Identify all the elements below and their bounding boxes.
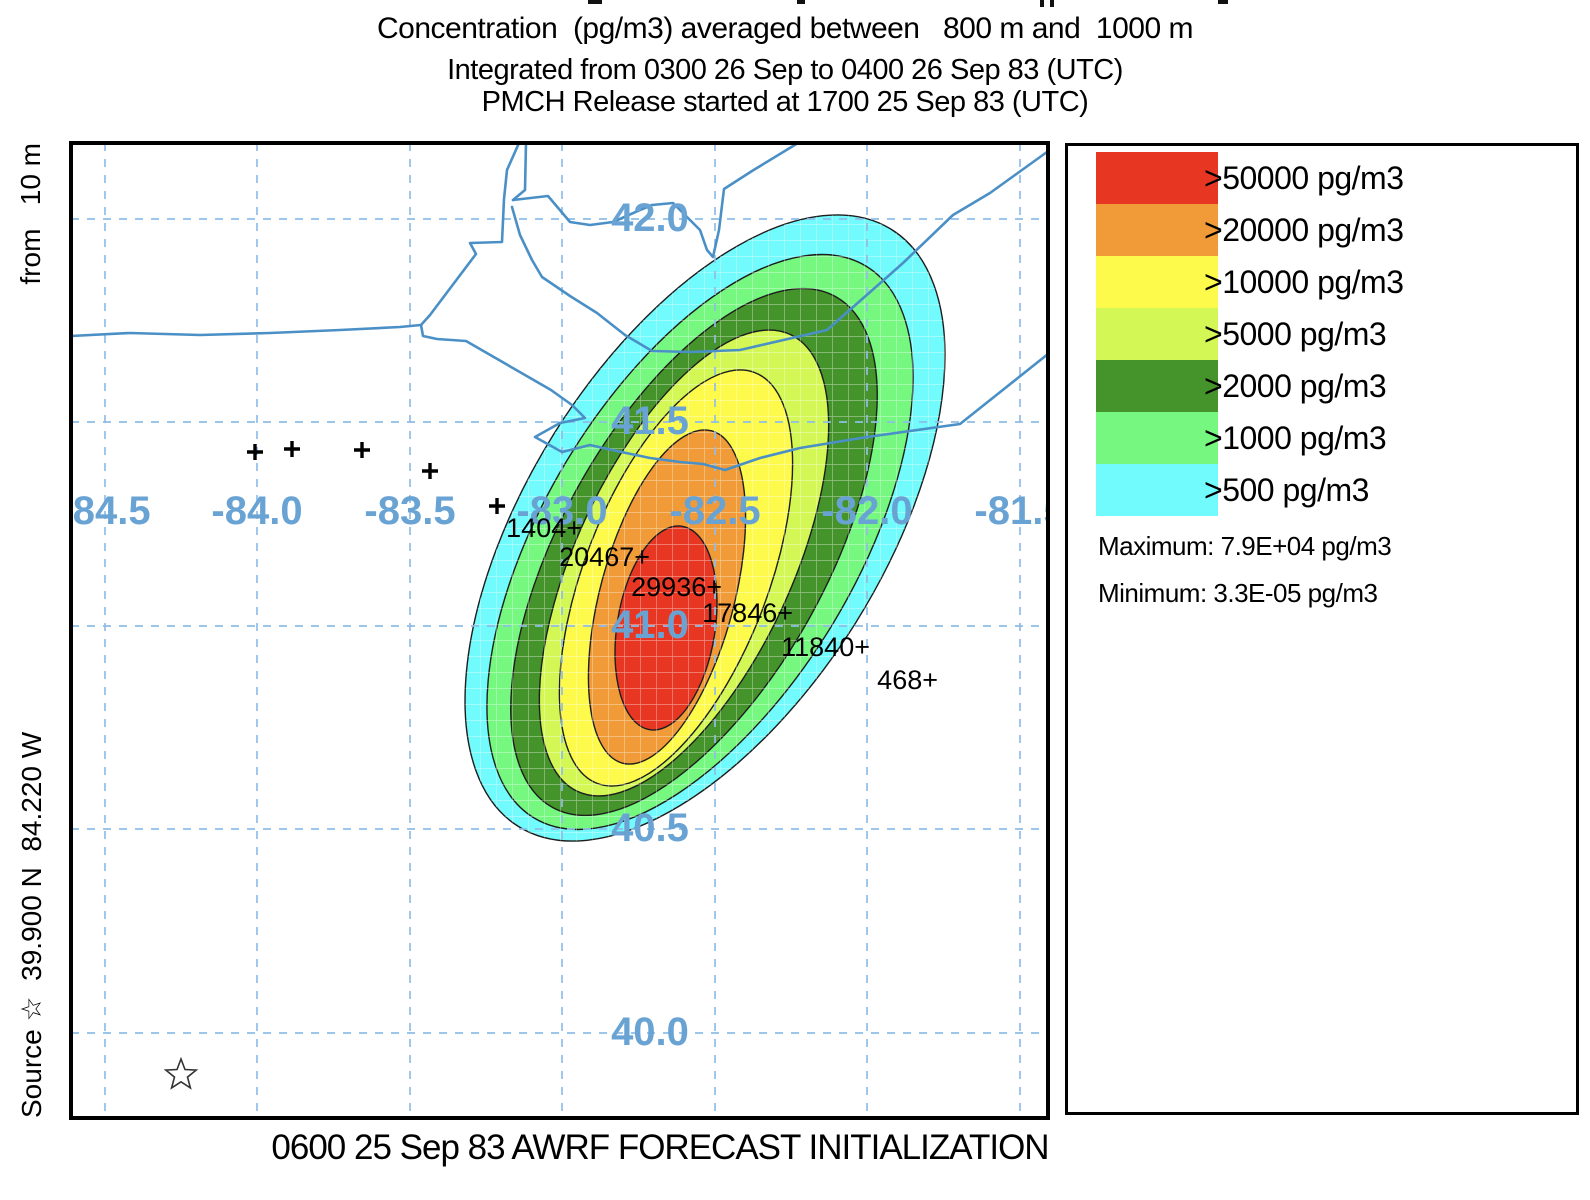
legend-swatch-20000 <box>1096 204 1218 256</box>
legend-label-2000: >2000 pg/m3 <box>1204 367 1387 404</box>
legend-row: >2000 pg/m3 <box>1096 360 1556 412</box>
cropped-top-text-fragment <box>797 0 805 4</box>
state-border-line <box>71 323 423 338</box>
legend-swatch-2000 <box>1096 360 1218 412</box>
legend-swatch-1000 <box>1096 412 1218 464</box>
sampler-value: 20467+ <box>559 542 650 572</box>
maximum-value-text: Maximum: 7.9E+04 pg/m3 <box>1098 531 1392 561</box>
legend-row: >10000 pg/m3 <box>1096 256 1556 308</box>
legend-label-50000: >50000 pg/m3 <box>1204 159 1404 196</box>
legend-panel: >50000 pg/m3 >20000 pg/m3 >10000 pg/m3 >… <box>1065 143 1579 1115</box>
lat-label: 41.5 <box>611 399 689 443</box>
legend-row: >50000 pg/m3 <box>1096 152 1556 204</box>
forecast-initialization-caption: 0600 25 Sep 83 AWRF FORECAST INITIALIZAT… <box>271 1128 1049 1167</box>
legend-label-500: >500 pg/m3 <box>1204 471 1369 508</box>
sampler-value: 17846+ <box>702 598 793 628</box>
shoreline-channel <box>511 143 528 202</box>
plot-title-concentration: Concentration (pg/m3) averaged between 8… <box>376 12 1194 45</box>
legend-row: >1000 pg/m3 <box>1096 412 1556 464</box>
shoreline-south-shore <box>419 323 1048 472</box>
lon-label: -84.5 <box>59 489 150 533</box>
minimum-value-text: Minimum: 3.3E-05 pg/m3 <box>1098 578 1378 608</box>
sampler-value: 468+ <box>877 665 938 695</box>
legend-row: >500 pg/m3 <box>1096 464 1556 516</box>
lon-label: -82.5 <box>669 489 760 533</box>
sampler-plus-marks <box>247 441 505 514</box>
cropped-top-text-fragment <box>1050 0 1054 7</box>
axis-tick-labels: 42.0 41.5 41.0 40.5 40.0 -84.5 -84.0 -83… <box>59 196 1065 1054</box>
legend-label-5000: >5000 pg/m3 <box>1204 315 1387 352</box>
legend-swatch-500 <box>1096 464 1218 516</box>
shoreline-north-bay <box>511 143 800 259</box>
shoreline-detroit-zigzag <box>419 143 521 327</box>
cropped-top-text-fragment <box>1040 0 1044 7</box>
sampler-value-labels: 1404+ 20467+ 29936+ 17846+ 11840+ 468+ <box>506 513 938 695</box>
legend-row: >5000 pg/m3 <box>1096 308 1556 360</box>
legend-label-1000: >1000 pg/m3 <box>1204 419 1387 456</box>
sampler-value: 11840+ <box>781 632 870 662</box>
plot-title-release: PMCH Release started at 1700 25 Sep 83 (… <box>481 86 1089 118</box>
lon-label: -83.5 <box>364 489 455 533</box>
shoreline-upper-diagonal <box>510 150 1048 354</box>
legend-row: >20000 pg/m3 <box>1096 204 1556 256</box>
cropped-top-text-fragment <box>588 0 602 4</box>
lon-label: -83.0 <box>516 489 607 533</box>
lat-label: 41.0 <box>611 603 689 647</box>
legend-swatch-50000 <box>1096 152 1218 204</box>
map-boundary-lines <box>71 143 1048 472</box>
longitude-gridlines <box>104 143 1021 1118</box>
legend-label-10000: >10000 pg/m3 <box>1204 263 1404 300</box>
sampler-value: 1404+ <box>506 513 582 543</box>
lon-label: -82.0 <box>821 489 912 533</box>
map-frame <box>69 141 1050 1120</box>
lat-label: 42.0 <box>611 196 689 240</box>
lon-label: -81.5 <box>974 489 1065 533</box>
source-star-icon <box>163 1056 199 1090</box>
lat-label: 40.0 <box>611 1010 689 1054</box>
cropped-top-text-fragment <box>1218 0 1228 4</box>
sampler-value: 29936+ <box>631 572 722 602</box>
legend-swatch-10000 <box>1096 256 1218 308</box>
plot-title-integration: Integrated from 0300 26 Sep to 0400 26 S… <box>447 54 1123 86</box>
legend-swatch-5000 <box>1096 308 1218 360</box>
lat-label: 40.5 <box>611 806 689 850</box>
legend-label-20000: >20000 pg/m3 <box>1204 211 1404 248</box>
lon-label: -84.0 <box>211 489 302 533</box>
